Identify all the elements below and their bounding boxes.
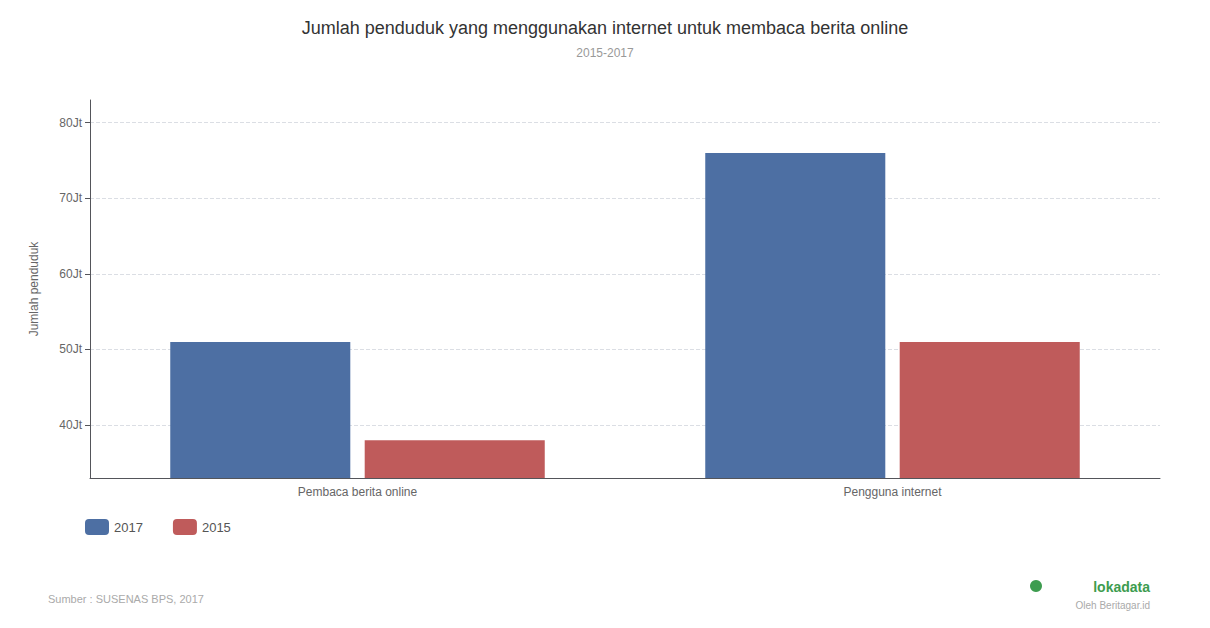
- svg-text:60Jt: 60Jt: [59, 267, 82, 281]
- svg-text:40Jt: 40Jt: [59, 418, 82, 432]
- svg-text:Oleh Beritagar.id: Oleh Beritagar.id: [1076, 600, 1151, 611]
- svg-text:Sumber : SUSENAS BPS, 2017: Sumber : SUSENAS BPS, 2017: [48, 593, 204, 605]
- svg-text:Pembaca berita online: Pembaca berita online: [298, 485, 418, 499]
- svg-text:50Jt: 50Jt: [59, 342, 82, 356]
- svg-text:2015: 2015: [202, 520, 231, 535]
- svg-text:2015-2017: 2015-2017: [576, 46, 634, 60]
- svg-text:lokadata: lokadata: [1093, 579, 1150, 595]
- svg-text:Pengguna internet: Pengguna internet: [843, 485, 942, 499]
- svg-text:2017: 2017: [114, 520, 143, 535]
- svg-text:Jumlah penduduk yang menggunak: Jumlah penduduk yang menggunakan interne…: [302, 18, 908, 38]
- svg-text:80Jt: 80Jt: [59, 116, 82, 130]
- svg-text:70Jt: 70Jt: [59, 191, 82, 205]
- svg-text:Jumlah penduduk: Jumlah penduduk: [27, 241, 41, 337]
